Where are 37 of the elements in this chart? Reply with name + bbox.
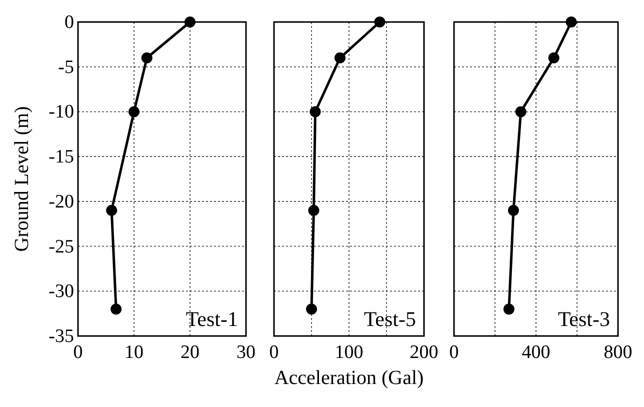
y-tick-label: -5 [58, 56, 74, 78]
point [566, 16, 577, 28]
point [184, 16, 196, 28]
point [548, 52, 560, 64]
y-tick-label: 0 [64, 12, 74, 33]
point [508, 204, 519, 216]
y-tick-label: -25 [48, 236, 74, 258]
x-tick-label: 400 [522, 342, 550, 363]
point [310, 106, 321, 118]
y-tick-label: -10 [48, 102, 74, 123]
point [515, 106, 526, 118]
x-tick-label: 0 [449, 342, 459, 363]
x-tick-label: 30 [236, 342, 256, 363]
annotation: Test-5 [364, 307, 416, 331]
y-tick-label: -15 [48, 146, 74, 168]
x-axis-title: Acceleration (Gal) [274, 367, 424, 389]
y-tick-label: -20 [48, 191, 74, 212]
point [106, 204, 118, 216]
x-tick-label: 800 [604, 342, 632, 363]
annotation: Test-3 [558, 307, 610, 331]
x-tick-label: 200 [410, 342, 438, 363]
point [334, 52, 346, 64]
x-tick-label: 20 [180, 342, 200, 363]
y-axis-title: Ground Level (m) [11, 106, 33, 252]
y-tick-label: -30 [48, 281, 74, 302]
y-tick-label: -35 [48, 326, 74, 347]
point [141, 52, 152, 64]
point [503, 304, 514, 315]
x-tick-label: 10 [124, 342, 144, 363]
point [306, 304, 317, 315]
x-tick-label: 100 [334, 342, 364, 363]
point [128, 106, 140, 118]
point [308, 204, 320, 216]
x-tick-label: 0 [269, 342, 279, 363]
point [374, 16, 386, 28]
point [110, 304, 122, 315]
annotation: Test-1 [186, 307, 238, 331]
